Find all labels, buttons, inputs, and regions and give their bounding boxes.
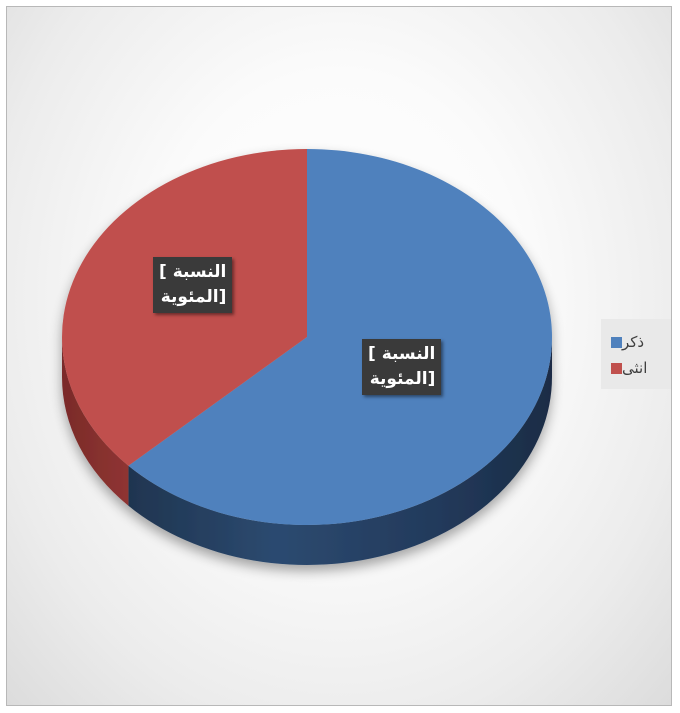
data-label-line: [المئوية — [160, 287, 227, 307]
pie-chart — [62, 149, 553, 565]
pie-tops — [62, 149, 553, 525]
data-label-female: النسبة ] [المئوية — [153, 257, 233, 313]
data-label-line: [المئوية — [369, 369, 436, 389]
pie-sides — [62, 337, 552, 565]
legend-swatch-male — [611, 336, 622, 348]
data-label-line: النسبة ] — [368, 344, 436, 364]
legend-label-male: ذكر — [622, 333, 645, 351]
legend-entry-female: انثى — [607, 355, 667, 381]
legend: ذكر انثى — [601, 319, 671, 389]
data-label-male: النسبة ] [المئوية — [362, 339, 442, 395]
pie-side-female — [62, 337, 129, 506]
chart-area: النسبة ] [المئوية النسبة ] [المئوية ذكر انث… — [6, 6, 672, 706]
pie-slice-male — [128, 149, 553, 525]
data-label-line: النسبة ] — [159, 262, 227, 282]
legend-label-female: انثى — [622, 359, 648, 377]
legend-swatch-female — [611, 362, 622, 374]
legend-entry-male: ذكر — [607, 329, 667, 355]
pie-side-male — [128, 337, 552, 565]
